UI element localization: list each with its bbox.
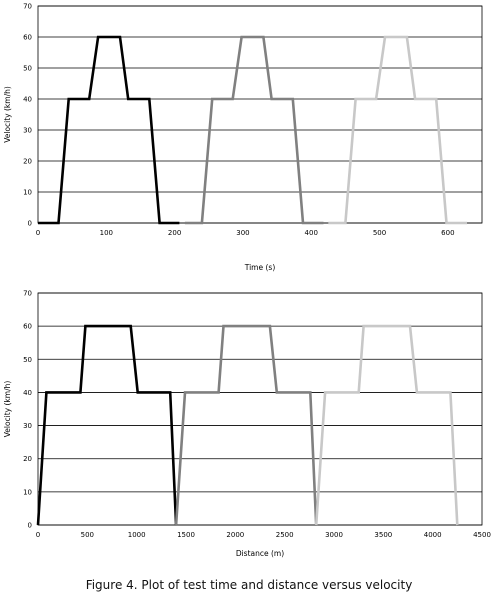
x-tick-label: 3500 [374,531,392,539]
x-tick-label: 300 [236,229,249,237]
y-tick-label: 50 [23,356,32,364]
y-tick-label: 70 [23,3,32,11]
y-tick-label: 30 [23,422,32,430]
series-line [36,324,178,526]
y-tick-label: 0 [28,220,32,228]
figure-caption: Figure 4. Plot of test time and distance… [85,578,413,592]
y-tick-label: 60 [23,323,32,331]
x-axis-title: Time (s) [244,263,276,272]
x-tick-label: 4000 [424,531,442,539]
y-tick-label: 0 [28,522,32,530]
y-tick-label: 10 [23,189,32,197]
x-tick-label: 0 [36,531,40,539]
x-tick-label: 4500 [473,531,491,539]
y-tick-label: 10 [23,488,32,496]
series-line [38,35,180,225]
x-tick-label: 600 [441,229,454,237]
x-tick-label: 2500 [276,531,294,539]
chart-2: 0 10 20 30 40 50 60 70 0 500 1000 1500 2000 2500 3000 3… [3,290,491,559]
y-axis-title: Velocity (km/h) [3,381,12,438]
y-axis-title: Velocity (km/h) [3,86,12,143]
series-line [328,35,467,225]
x-tick-label: 500 [373,229,386,237]
x-tick-label: 400 [305,229,318,237]
y-tick-label: 30 [23,127,32,135]
y-tick-label: 20 [23,455,32,463]
y-tick-label: 50 [23,65,32,73]
y-tick-label: 40 [23,389,32,397]
x-tick-label: 100 [100,229,113,237]
series-line [314,324,459,526]
chart-1: 0 10 20 30 40 50 60 70 0 100 200 300 400 500 600 Time (… [3,3,483,272]
x-tick-label: 200 [168,229,181,237]
x-tick-label: 0 [36,229,40,237]
plot-frame [37,292,483,526]
series-line [174,324,318,526]
plot-frame [37,5,483,224]
x-tick-label: 2000 [226,531,244,539]
x-axis-title: Distance (m) [236,549,284,558]
x-tick-label: 3000 [325,531,343,539]
x-tick-label: 1500 [177,531,195,539]
y-tick-label: 70 [23,290,32,298]
y-tick-label: 40 [23,96,32,104]
y-tick-label: 20 [23,158,32,166]
series-line [184,35,324,225]
x-tick-label: 1000 [128,531,146,539]
x-tick-label: 500 [81,531,94,539]
y-tick-label: 60 [23,34,32,42]
